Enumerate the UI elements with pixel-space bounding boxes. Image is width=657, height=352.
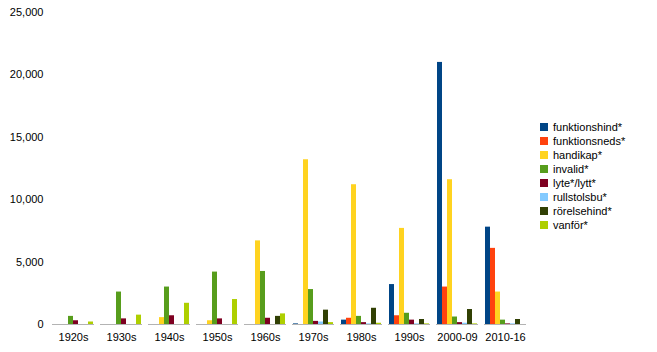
- svg-text:15,000: 15,000: [10, 131, 44, 143]
- svg-text:20,000: 20,000: [10, 68, 44, 80]
- svg-text:1930s: 1930s: [107, 331, 137, 343]
- svg-text:2010-16: 2010-16: [485, 331, 525, 343]
- svg-text:1940s: 1940s: [155, 331, 185, 343]
- svg-text:1950s: 1950s: [203, 331, 233, 343]
- html-text:funktionshind*: funktionshind*: [553, 121, 623, 133]
- html-text:rullstolsbu*: rullstolsbu*: [553, 191, 607, 203]
- html-text:rörelsehind*: rörelsehind*: [553, 205, 612, 217]
- html-text:invalid*: invalid*: [553, 163, 589, 175]
- html-text:funktionsneds*: funktionsneds*: [553, 135, 626, 147]
- svg-text:0: 0: [37, 318, 43, 330]
- svg-text:1980s: 1980s: [347, 331, 377, 343]
- svg-text:1920s: 1920s: [59, 331, 89, 343]
- svg-text:1970s: 1970s: [299, 331, 329, 343]
- svg-text:5,000: 5,000: [16, 256, 44, 268]
- svg-text:2000-09: 2000-09: [437, 331, 477, 343]
- html-text:lyte*/lytt*: lyte*/lytt*: [553, 177, 596, 189]
- svg-text:25,000: 25,000: [10, 6, 44, 18]
- svg-text:1960s: 1960s: [251, 331, 281, 343]
- html-text:handikap*: handikap*: [553, 149, 602, 161]
- svg-text:10,000: 10,000: [10, 193, 44, 205]
- html-text:vanför*: vanför*: [553, 219, 588, 231]
- svg-text:1990s: 1990s: [395, 331, 425, 343]
